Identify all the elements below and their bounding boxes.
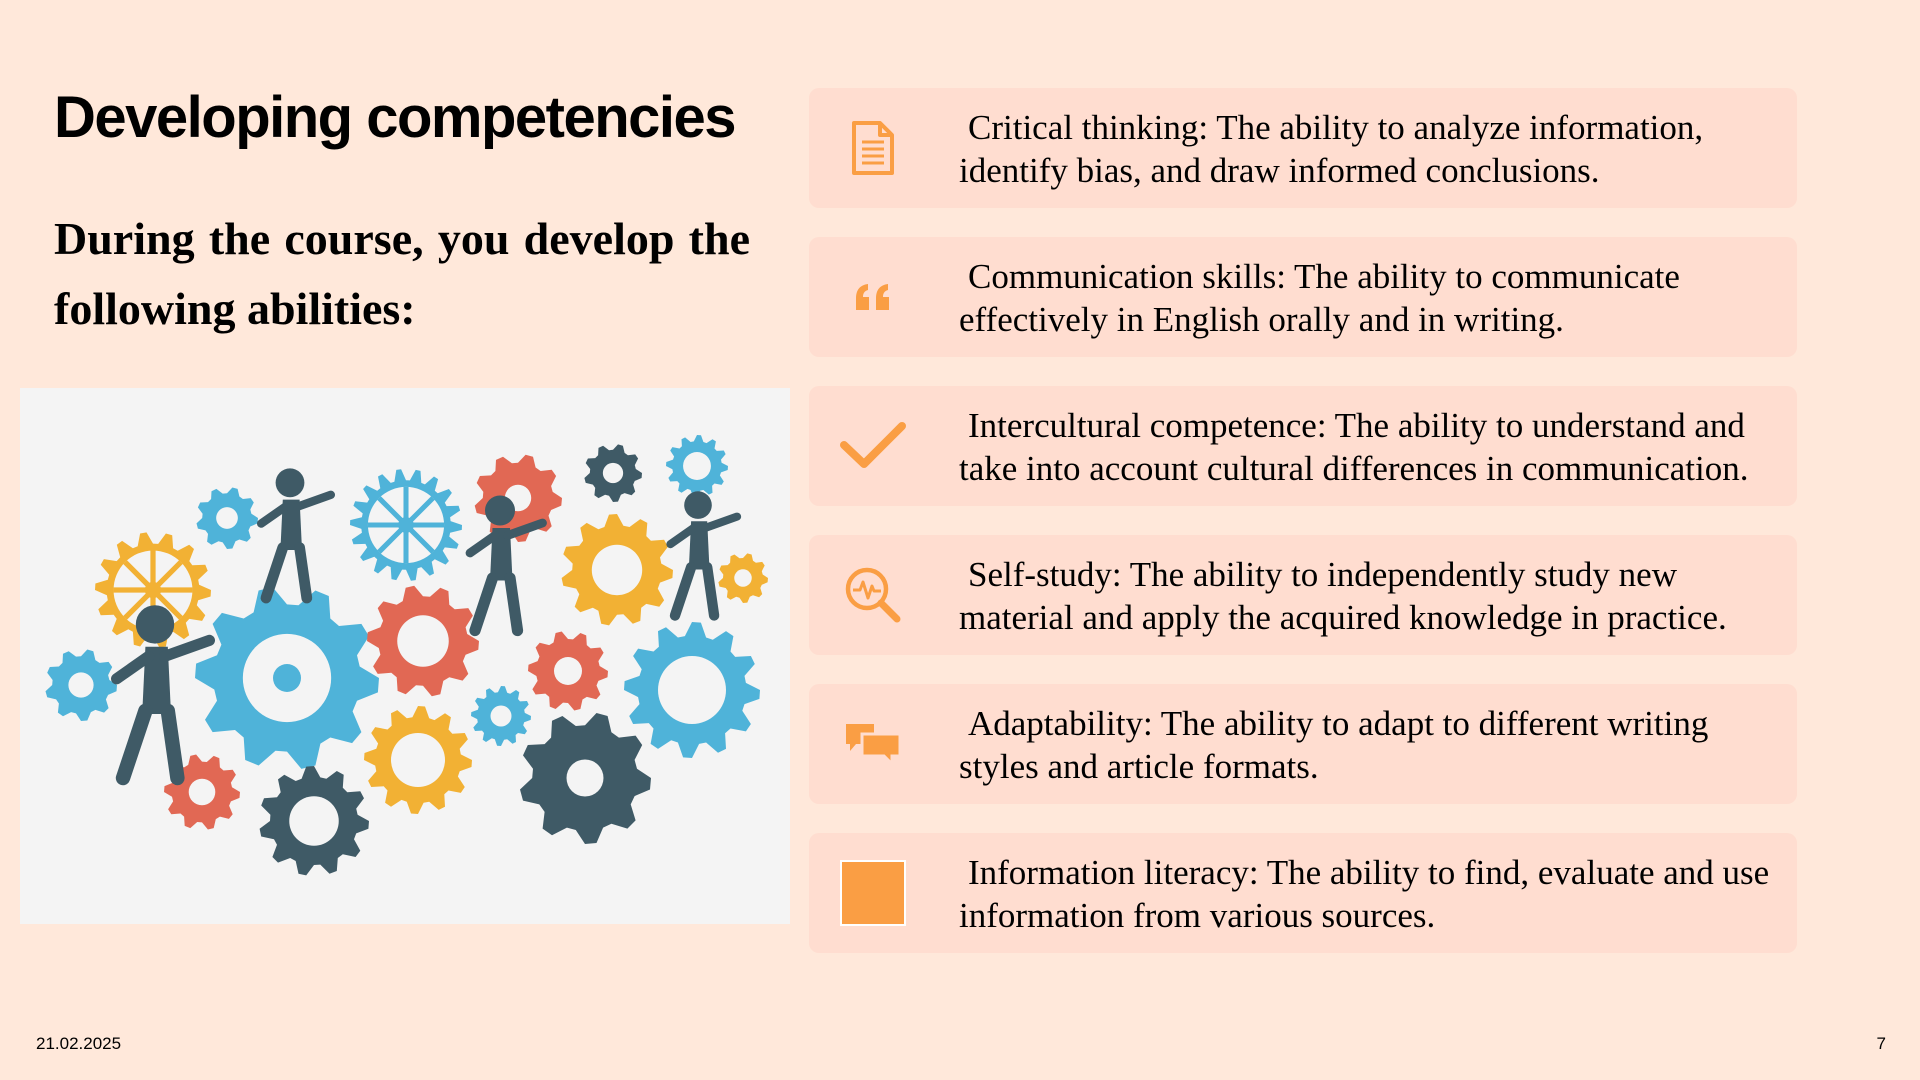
gear-yellow-spoked — [95, 532, 211, 648]
slide-title: Developing competencies — [54, 85, 737, 150]
gear-dark — [259, 766, 369, 876]
page-number: 7 — [1876, 1034, 1886, 1053]
gear-blue-right — [624, 622, 760, 758]
magnifier-pulse-icon — [839, 561, 907, 629]
gear-red — [367, 585, 479, 697]
competency-text: Communication skills: The ability to com… — [959, 257, 1680, 339]
checkmark-icon — [839, 412, 907, 480]
gear-red-mid — [528, 631, 608, 711]
gear-blue-top — [196, 487, 258, 549]
gears-illustration — [20, 388, 790, 924]
gear-dark-top — [584, 444, 642, 502]
gear-blue-spoked — [350, 469, 462, 581]
competency-card-intercultural: Intercultural competence: The ability to… — [809, 386, 1797, 506]
gear-blue-mini — [471, 686, 531, 746]
person-lifting — [666, 491, 742, 621]
gear-yellow-small — [718, 553, 768, 603]
competency-card-adaptability: Adaptability: The ability to adapt to di… — [809, 684, 1797, 804]
person-telescope — [465, 495, 547, 637]
competency-text: Critical thinking: The ability to analyz… — [959, 108, 1704, 190]
competency-card-critical-thinking: Critical thinking: The ability to analyz… — [809, 88, 1797, 208]
chat-bubbles-icon — [839, 710, 907, 778]
person-pushing — [110, 605, 216, 786]
document-icon — [839, 114, 907, 182]
competency-text: Self-study: The ability to independently… — [959, 555, 1727, 637]
gear-blue-topright — [666, 435, 728, 497]
competency-card-self-study: Self-study: The ability to independently… — [809, 535, 1797, 655]
person-climbing — [256, 468, 336, 604]
gear-yellow-bottom — [364, 706, 472, 814]
slide-date: 21.02.2025 — [36, 1034, 122, 1053]
competency-card-communication: Communication skills: The ability to com… — [809, 237, 1797, 357]
competency-text: Adaptability: The ability to adapt to di… — [959, 704, 1709, 786]
competency-text: Intercultural competence: The ability to… — [959, 406, 1749, 488]
competency-card-information-literacy: Information literacy: The ability to fin… — [809, 833, 1797, 953]
competency-text: Information literacy: The ability to fin… — [959, 853, 1770, 935]
gear-dark-large — [520, 713, 651, 844]
square-icon — [839, 859, 907, 927]
quote-icon — [839, 263, 907, 331]
slide-subtitle: During the course, you develop the follo… — [54, 213, 750, 334]
gear-blue-left — [45, 649, 117, 721]
gear-yellow — [561, 514, 673, 626]
